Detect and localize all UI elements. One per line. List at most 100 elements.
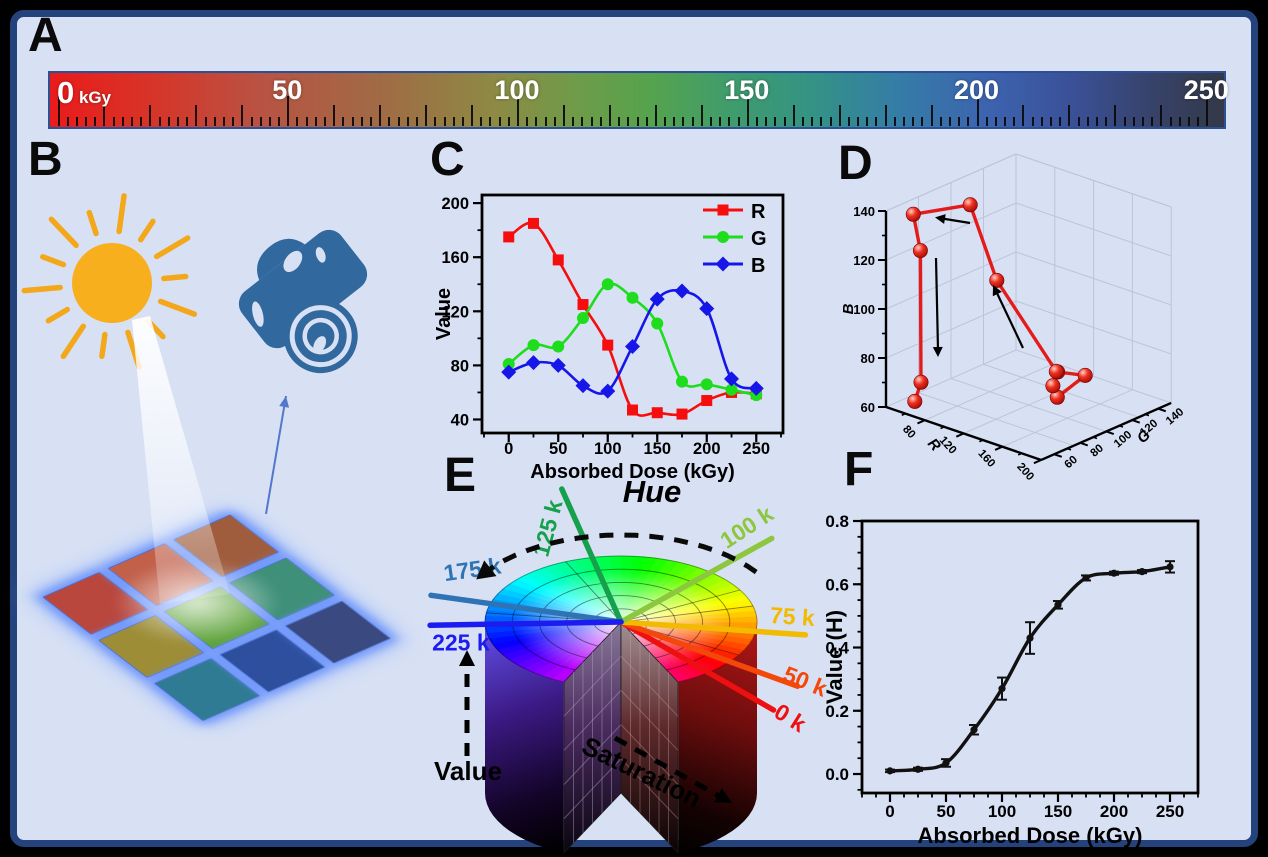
ruler-tick xyxy=(443,117,446,126)
hue-sigmoid-chart: 0 50 100 150 200 250 0.0 0.2 0.4 0.6 0.8 Absorbed D… xyxy=(822,512,1200,848)
rgb-vs-dose-plot: 0 50 100 150 200 250 40 80 120 160 200 Absorbed Dos… xyxy=(433,193,785,483)
svg-text:100: 100 xyxy=(1112,429,1134,451)
camera-icon xyxy=(238,229,368,374)
ruler-tick xyxy=(1004,117,1007,126)
ruler-tick xyxy=(994,117,997,126)
series-value-h- xyxy=(885,560,1175,775)
ruler-tick xyxy=(921,117,924,126)
svg-text:80: 80 xyxy=(451,357,469,375)
irradiation-scene xyxy=(20,140,432,840)
ruler-tick xyxy=(673,117,676,126)
svg-text:140: 140 xyxy=(853,204,875,219)
ruler-tick xyxy=(305,117,308,126)
dose-spoke-label: 100 k xyxy=(715,500,778,553)
ruler-tick xyxy=(259,117,262,126)
ruler-tick xyxy=(1141,117,1144,126)
ruler-tick xyxy=(1105,117,1108,126)
saturation-axis-arrow xyxy=(613,735,732,803)
ruler-tick xyxy=(296,117,299,126)
svg-text:200: 200 xyxy=(693,440,721,458)
ruler-tick xyxy=(801,117,804,126)
svg-text:250: 250 xyxy=(1156,802,1184,821)
ruler-tick xyxy=(829,117,832,126)
svg-text:Value: Value xyxy=(433,288,455,340)
ruler-tick xyxy=(131,117,133,126)
svg-text:B: B xyxy=(840,303,857,314)
dose-spoke xyxy=(559,486,624,625)
ruler-tick xyxy=(314,117,317,126)
panel-b-label: B xyxy=(28,133,63,186)
hue-vs-dose-plot: 0 50 100 150 200 250 0.0 0.2 0.4 0.6 0.8 Absorbed D… xyxy=(822,512,1200,848)
ruler-tick xyxy=(1031,117,1034,126)
ruler-tick xyxy=(1013,117,1016,126)
ruler-tick xyxy=(572,117,575,126)
svg-text:200: 200 xyxy=(1100,802,1128,821)
ruler-tick xyxy=(526,117,529,126)
svg-text:150: 150 xyxy=(1044,802,1072,821)
ruler-tick xyxy=(1178,117,1181,126)
ruler-tick xyxy=(195,105,198,126)
ruler-tick xyxy=(415,117,418,126)
svg-text:80: 80 xyxy=(900,423,917,441)
ruler-tick xyxy=(774,117,777,126)
ruler-tick xyxy=(507,117,510,126)
rgb-line-chart: 0 50 100 150 200 250 40 80 120 160 200 Absorbed Dos… xyxy=(433,193,785,483)
ruler-tick xyxy=(719,117,722,126)
ruler-tick xyxy=(66,117,69,126)
svg-text:0.6: 0.6 xyxy=(825,575,849,594)
svg-text:0: 0 xyxy=(504,440,513,458)
ruler-tick xyxy=(1187,117,1190,126)
ruler-tick xyxy=(278,117,281,126)
dose-spoke xyxy=(428,592,624,625)
ruler-tick xyxy=(930,105,933,126)
hue-title: Hue xyxy=(623,474,682,509)
ruler-tick xyxy=(563,105,565,126)
value-axis-label: Value xyxy=(434,756,502,786)
ruler-tick xyxy=(351,117,354,126)
ruler-tick xyxy=(1086,117,1089,126)
sun-icon xyxy=(21,193,198,370)
ruler-tick xyxy=(654,105,657,126)
dose-spoke-label: 75 k xyxy=(769,602,816,631)
svg-text:G: G xyxy=(751,228,767,250)
hue-direction-arc xyxy=(476,532,758,580)
ruler-tick xyxy=(618,117,621,126)
ruler-tick xyxy=(636,117,639,126)
svg-text:0.4: 0.4 xyxy=(825,639,849,658)
ruler-tick xyxy=(1160,105,1163,126)
series-b xyxy=(501,283,764,399)
ruler-tick xyxy=(783,117,786,126)
panel-c-label: C xyxy=(430,133,465,186)
ruler-tick xyxy=(847,117,850,126)
ruler-tick xyxy=(425,105,428,126)
ruler-tick xyxy=(324,117,326,126)
svg-text:250: 250 xyxy=(743,440,771,458)
ruler-tick xyxy=(958,117,961,126)
ruler-tick xyxy=(590,117,593,126)
ruler-tick xyxy=(241,105,244,126)
ruler-tick xyxy=(333,105,336,126)
colorbar-tick-label: 0 kGy xyxy=(57,75,112,110)
ruler-tick xyxy=(379,105,382,126)
ruler-tick xyxy=(213,117,216,126)
svg-text:100: 100 xyxy=(853,302,875,317)
ruler-tick xyxy=(85,117,88,126)
ruler-tick xyxy=(1197,117,1200,126)
svg-text:40: 40 xyxy=(451,411,469,429)
ruler-tick xyxy=(121,117,124,126)
svg-text:Absorbed Dose (kGy): Absorbed Dose (kGy) xyxy=(918,823,1143,848)
dose-spoke xyxy=(618,619,809,638)
legend: RGB xyxy=(703,201,767,277)
svg-text:140: 140 xyxy=(1164,406,1186,428)
svg-text:120: 120 xyxy=(853,253,875,268)
ruler-tick xyxy=(700,105,703,126)
ruler-tick xyxy=(204,117,207,126)
ruler-tick xyxy=(1151,117,1154,126)
svg-text:0.0: 0.0 xyxy=(825,765,849,784)
ruler-tick xyxy=(75,117,78,126)
ruler-tick xyxy=(112,117,115,126)
ruler-tick xyxy=(728,117,731,126)
ruler-tick xyxy=(691,117,694,126)
